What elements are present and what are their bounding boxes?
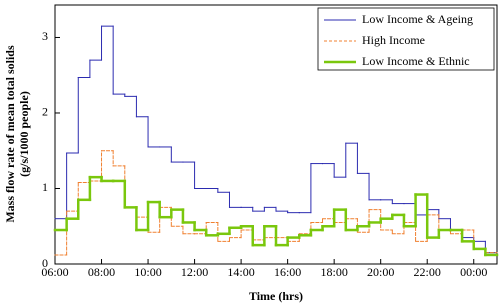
- x-tick-label: 14:00: [227, 265, 254, 279]
- plot-frame: [54, 4, 498, 265]
- x-tick-label: 10:00: [134, 265, 161, 279]
- x-tick-label: 00:00: [460, 265, 487, 279]
- y-tick-label: 1: [42, 180, 48, 194]
- x-tick-label: 12:00: [181, 265, 208, 279]
- x-axis-label: Time (hrs): [249, 289, 303, 303]
- x-tick-label: 20:00: [367, 265, 394, 279]
- y-axis-label: (g/s/1000 people): [17, 91, 31, 177]
- legend-label: Low Income & Ethnic: [362, 54, 470, 68]
- x-tick-label: 08:00: [88, 265, 115, 279]
- x-tick-label: 18:00: [320, 265, 347, 279]
- x-tick-label: 06:00: [41, 265, 68, 279]
- legend-box: [317, 7, 495, 71]
- x-tick-label: 22:00: [414, 265, 441, 279]
- y-tick-label: 2: [42, 105, 48, 119]
- y-axis-label: Mass flow rate of mean total solids: [3, 45, 17, 223]
- y-tick-label: 3: [42, 29, 48, 43]
- x-tick-label: 16:00: [274, 265, 301, 279]
- legend-label: High Income: [362, 33, 425, 47]
- legend-label: Low Income & Ageing: [362, 12, 473, 26]
- y-tick-label: 0: [42, 256, 48, 270]
